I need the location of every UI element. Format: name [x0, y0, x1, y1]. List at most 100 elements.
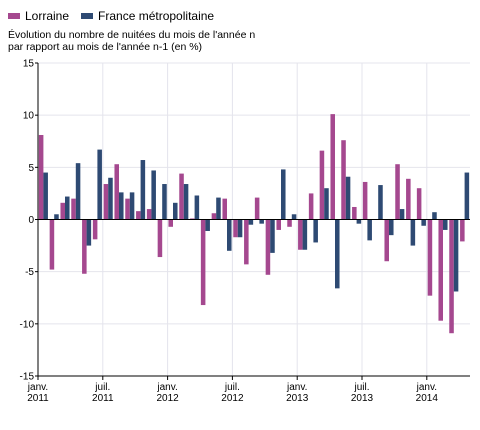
bar-lorraine	[49, 219, 55, 270]
bar-lorraine	[168, 219, 173, 227]
bar-france	[421, 219, 426, 226]
bar-france	[389, 219, 394, 236]
bar-france	[281, 169, 286, 220]
bar-france	[313, 219, 318, 243]
bar-lorraine	[460, 219, 465, 242]
bar-lorraine	[406, 178, 411, 220]
bar-lorraine	[341, 140, 346, 220]
bar-france	[367, 219, 372, 241]
bar-france	[378, 185, 383, 220]
bar-france	[205, 219, 210, 231]
bar-lorraine	[287, 219, 292, 227]
chart-subtitle-line-2: par rapport au mois de l'année n-1 (en %…	[8, 41, 203, 53]
chart-subtitle: Évolution du nombre de nuitées du mois d…	[8, 29, 308, 53]
bar-lorraine	[319, 150, 325, 220]
x-tick-label: janv. 2013	[286, 382, 309, 404]
bar-lorraine	[265, 219, 271, 275]
bar-france	[270, 219, 275, 253]
bar-lorraine	[157, 219, 163, 258]
legend-label-lorraine: Lorraine	[25, 9, 70, 23]
bar-france	[216, 197, 221, 220]
bar-lorraine	[222, 198, 227, 220]
bar-france	[302, 219, 308, 250]
bar-lorraine	[298, 219, 303, 250]
bar-lorraine	[233, 219, 238, 238]
bar-france	[356, 219, 362, 224]
bar-lorraine	[416, 188, 422, 220]
bar-france	[227, 219, 232, 251]
x-tick-label: janv. 2012	[156, 382, 179, 404]
bar-lorraine	[103, 184, 109, 220]
chart-subtitle-line-1: Évolution du nombre de nuitées du mois d…	[8, 29, 256, 41]
bar-lorraine	[427, 219, 433, 296]
bar-lorraine	[438, 219, 443, 321]
bar-lorraine	[60, 202, 65, 220]
legend-item-lorraine: Lorraine	[8, 9, 69, 23]
legend: Lorraine France métropolitaine	[8, 9, 226, 23]
bar-lorraine	[244, 219, 249, 265]
y-tick-label: -15	[20, 372, 35, 383]
bar-lorraine	[92, 219, 98, 240]
bar-france	[194, 195, 200, 220]
bar-france	[108, 177, 113, 220]
bar-france	[162, 184, 167, 220]
bar-france	[464, 172, 470, 220]
x-tick-label: janv. 2014	[416, 382, 439, 404]
bar-lorraine	[211, 213, 217, 220]
bar-france	[410, 219, 416, 246]
bar-lorraine	[82, 219, 87, 274]
y-tick-label: 0	[28, 215, 34, 226]
bar-france	[335, 219, 340, 289]
x-tick-label: juil. 2011	[92, 382, 114, 404]
y-tick-label: 10	[23, 111, 35, 122]
bar-lorraine	[114, 164, 119, 220]
bar-lorraine	[384, 219, 389, 262]
bar-lorraine	[190, 218, 195, 220]
axes	[35, 62, 470, 380]
bar-lorraine	[308, 193, 314, 220]
bar-france	[291, 214, 297, 220]
bar-france	[129, 192, 135, 220]
x-tick-label: juil. 2013	[351, 382, 374, 404]
bar-france	[173, 202, 178, 220]
legend-item-france: France métropolitaine	[81, 9, 214, 23]
bar-lorraine	[200, 219, 206, 306]
bar-france	[65, 196, 70, 220]
bar-france	[248, 219, 254, 225]
y-tick-label: 5	[28, 163, 34, 174]
bar-france	[399, 209, 405, 220]
bar-lorraine	[254, 197, 260, 220]
bar-lorraine	[179, 173, 184, 220]
bars	[38, 114, 470, 334]
legend-swatch-france	[81, 13, 94, 19]
legend-swatch-lorraine	[8, 13, 20, 19]
bar-lorraine	[352, 206, 357, 220]
bar-lorraine	[362, 181, 368, 220]
bar-lorraine	[276, 219, 281, 230]
y-tick-label: -10	[20, 319, 35, 330]
bar-lorraine	[71, 198, 76, 220]
bar-france	[119, 192, 124, 220]
x-tick-label: juil. 2012	[221, 382, 244, 404]
bar-france	[432, 212, 437, 220]
bar-lorraine	[449, 219, 454, 334]
bar-france	[86, 219, 92, 246]
legend-label-france: France métropolitaine	[98, 9, 215, 23]
x-tick-label: janv. 2011	[27, 382, 49, 404]
bar-france	[75, 163, 81, 220]
bar-france	[97, 149, 102, 220]
bar-lorraine	[330, 114, 335, 220]
bar-france	[259, 219, 264, 224]
bar-france	[140, 160, 146, 220]
bar-lorraine	[146, 209, 152, 220]
bar-france	[345, 176, 351, 220]
bar-lorraine	[125, 198, 130, 220]
bar-france	[43, 172, 48, 220]
bar-france	[151, 170, 156, 220]
y-tick-label: -5	[25, 267, 34, 278]
bar-lorraine	[38, 134, 44, 220]
bar-france	[324, 188, 329, 220]
y-tick-label: 15	[23, 59, 35, 70]
